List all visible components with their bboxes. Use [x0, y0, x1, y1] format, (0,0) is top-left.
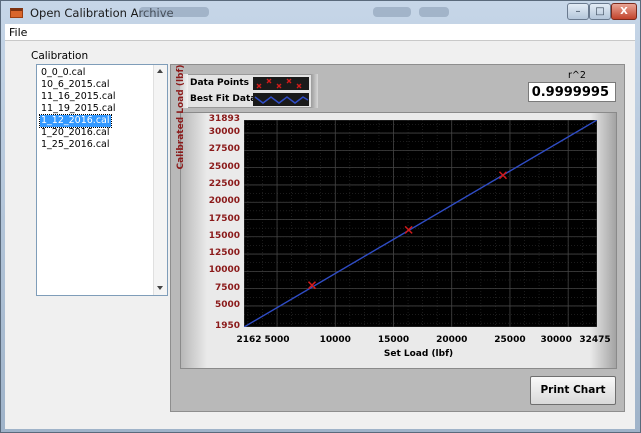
data-point-marker — [307, 281, 317, 290]
scroll-down-icon[interactable] — [157, 286, 163, 290]
x-tick-label: 10000 — [319, 335, 351, 345]
y-tick-label: 25000 — [208, 161, 240, 172]
x-tick-label: 2162 — [236, 335, 262, 345]
calibration-label: Calibration — [31, 50, 89, 62]
y-tick-label: 7500 — [214, 282, 240, 293]
data-points-swatch-icon[interactable] — [253, 77, 309, 90]
title-bar[interactable]: Open Calibration Archive – □ X — [1, 1, 641, 25]
y-tick-label: 27500 — [208, 144, 240, 155]
status-strip — [5, 422, 635, 429]
y-tick-label: 10000 — [208, 265, 240, 276]
x-axis-label: Set Load (lbf) — [383, 349, 454, 359]
y-tick-label: 17500 — [208, 213, 240, 224]
close-button[interactable]: X — [611, 3, 637, 20]
list-item[interactable]: 11_19_2015.cal — [41, 103, 116, 114]
y-tick-label: 31893 — [208, 114, 240, 124]
legend-data-points-label: Data Points — [190, 78, 249, 88]
data-point-marker — [498, 171, 507, 180]
list-item[interactable]: 10_6_2015.cal — [41, 79, 110, 90]
print-chart-button[interactable]: Print Chart — [530, 376, 616, 405]
x-tick-label: 25000 — [494, 335, 526, 345]
title-bar-blur — [419, 7, 449, 17]
y-tick-label: 20000 — [208, 196, 240, 207]
plot-area[interactable] — [244, 120, 597, 327]
maximize-button[interactable]: □ — [589, 3, 611, 20]
y-tick-label: 5000 — [214, 299, 240, 310]
y-tick-label: 12500 — [208, 248, 240, 259]
legend-resize-handle[interactable] — [311, 74, 318, 108]
minimize-button[interactable]: – — [567, 3, 589, 20]
best-fit-line — [244, 120, 597, 327]
r2-value: 0.9999995 — [528, 82, 616, 102]
x-tick-label: 32475 — [579, 335, 611, 345]
menu-bar: File — [5, 24, 635, 41]
list-item[interactable]: 1_25_2016.cal — [41, 139, 110, 150]
y-tick-label: 15000 — [208, 230, 240, 241]
list-item[interactable]: 11_16_2015.cal — [41, 91, 116, 102]
title-bar-blur — [139, 7, 209, 17]
y-tick-label: 1950 — [214, 321, 240, 331]
x-tick-label: 20000 — [436, 335, 468, 345]
calibration-file-list[interactable]: 0_0_0.cal 10_6_2015.cal 11_16_2015.cal 1… — [36, 64, 168, 296]
scroll-up-icon[interactable] — [157, 69, 163, 73]
legend-tab — [180, 74, 188, 108]
list-item-selected[interactable]: 1_12_2016.cal — [39, 114, 112, 128]
y-tick-label: 30000 — [208, 127, 240, 138]
r2-label: r^2 — [568, 70, 586, 81]
list-item[interactable]: 1_20_2016.cal — [41, 127, 110, 138]
y-tick-label: 22500 — [208, 178, 240, 189]
legend-best-fit-label: Best Fit Data — [190, 94, 257, 104]
x-tick-label: 15000 — [377, 335, 410, 345]
window-title: Open Calibration Archive — [30, 6, 174, 20]
x-tick-label: 5000 — [264, 335, 290, 345]
best-fit-swatch-icon[interactable] — [253, 93, 309, 106]
app-icon — [10, 8, 23, 18]
x-tick-label: 30000 — [540, 335, 572, 345]
data-point-marker — [404, 225, 413, 234]
list-scrollbar[interactable] — [153, 65, 167, 295]
menu-file[interactable]: File — [9, 26, 28, 39]
list-item[interactable]: 0_0_0.cal — [41, 67, 86, 78]
plot-svg — [244, 120, 597, 327]
y-axis-label: Calibrated Load (lbf) — [176, 64, 186, 170]
title-bar-blur — [373, 7, 411, 17]
